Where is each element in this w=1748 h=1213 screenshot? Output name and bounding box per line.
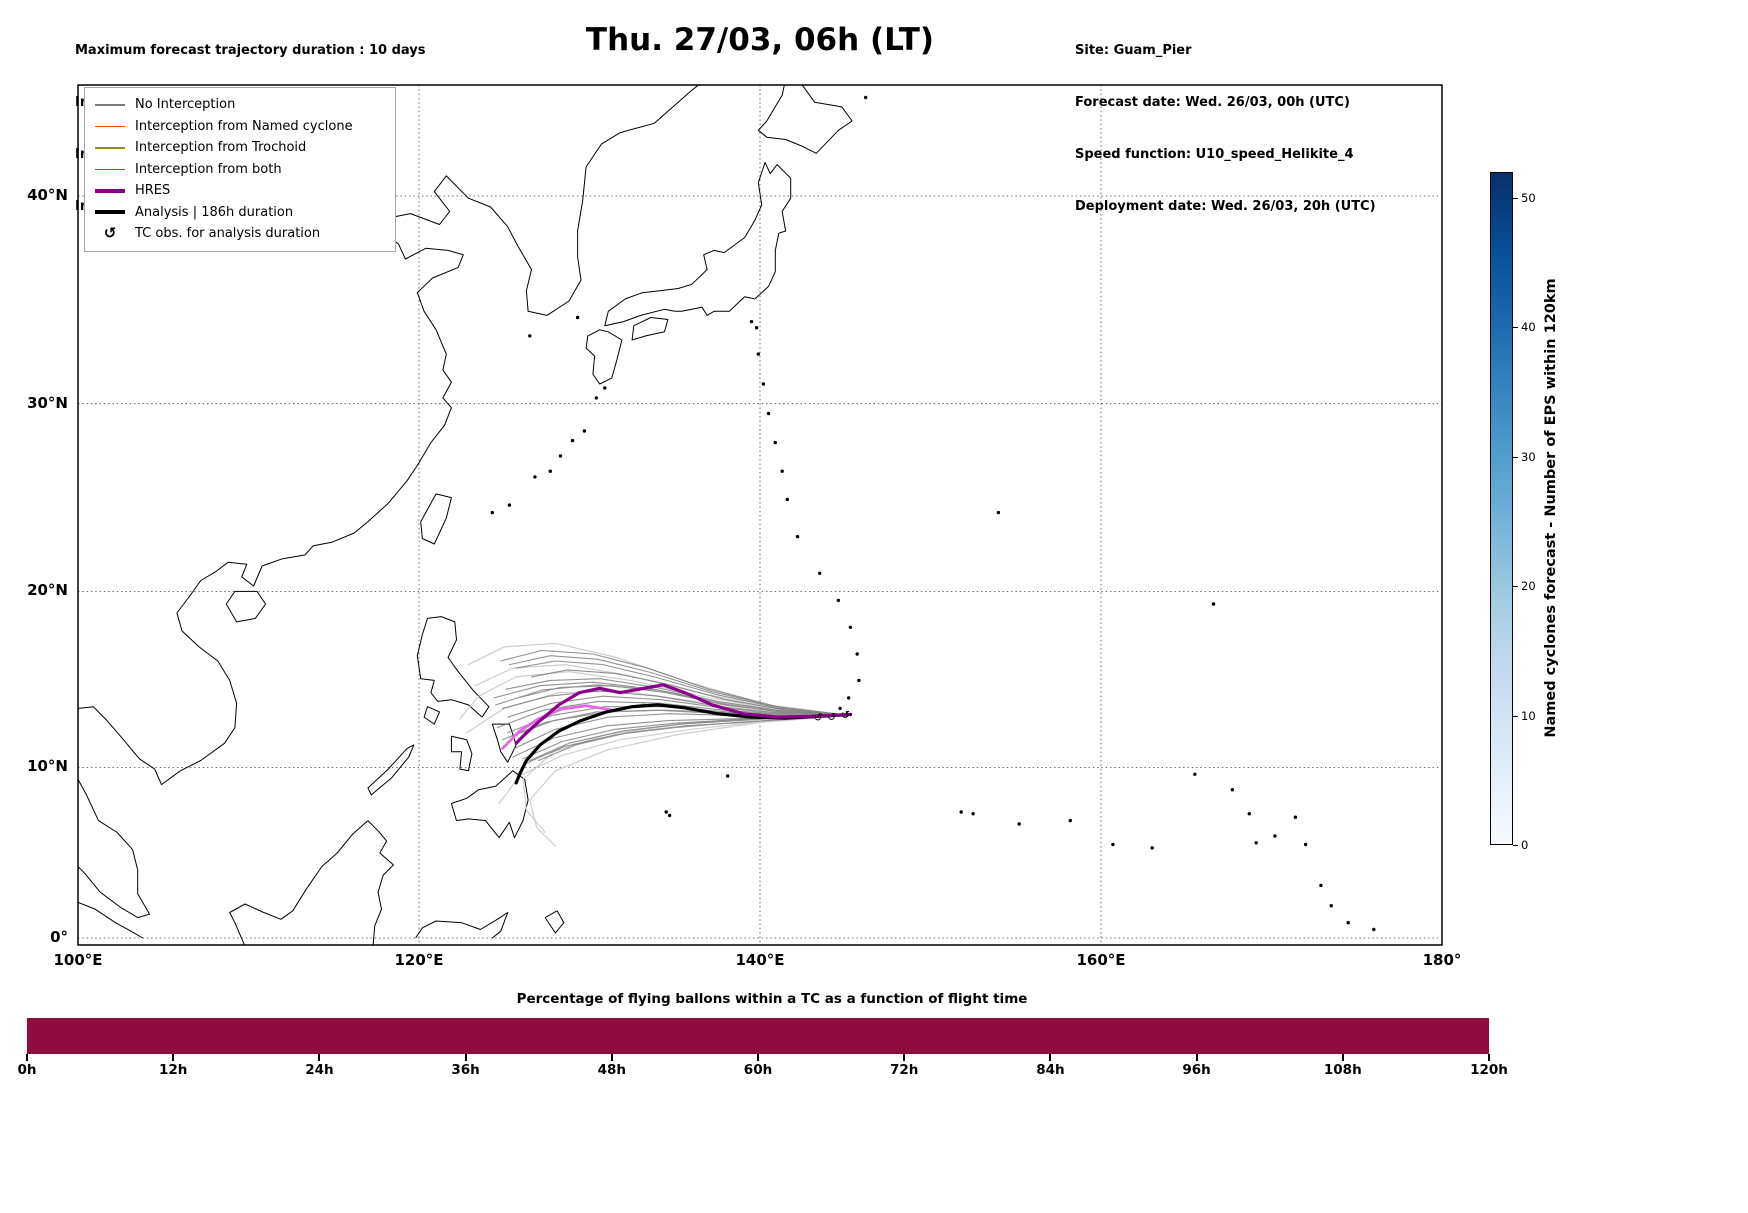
time-axis-tick-mark xyxy=(464,1054,467,1061)
svg-text:↺: ↺ xyxy=(827,710,836,723)
svg-text:↺: ↺ xyxy=(813,711,822,724)
colorbar-tick-20: 20 xyxy=(1521,579,1536,594)
lon-label-160e: 160°E xyxy=(1076,951,1126,969)
time-axis-tick-mark xyxy=(1049,1054,1052,1061)
bottom-chart-title: Percentage of flying ballons within a TC… xyxy=(516,991,1028,1007)
lon-label-100e: 100°E xyxy=(53,951,103,969)
time-axis-tick-mark xyxy=(610,1054,613,1061)
orange-line-swatch xyxy=(95,125,125,127)
series-hres xyxy=(514,683,851,745)
purple-line-swatch xyxy=(95,188,125,193)
time-tick-84h: 84h xyxy=(1036,1062,1065,1078)
time-tick-36h: 36h xyxy=(451,1062,480,1078)
legend-item-hres: HRES xyxy=(95,180,385,202)
time-axis-tick-mark xyxy=(26,1054,28,1061)
black-line-swatch xyxy=(95,210,125,215)
legend-item-tc-obs: ↺ TC obs. for analysis duration xyxy=(95,223,385,245)
legend-item-no-interception: No Interception xyxy=(95,94,385,116)
gray-line-swatch xyxy=(95,104,125,106)
time-axis-tick-mark xyxy=(757,1054,759,1061)
colorbar-tick-mark xyxy=(1513,845,1518,846)
time-tick-0h: 0h xyxy=(17,1062,37,1078)
coastlines xyxy=(78,85,853,945)
lat-label-30n: 30°N xyxy=(27,393,68,412)
tc-obs-icon: ↺ xyxy=(103,224,117,243)
lat-label-0: 0° xyxy=(50,928,68,946)
time-tick-96h: 96h xyxy=(1182,1062,1211,1078)
lon-label-140e: 140°E xyxy=(735,951,785,969)
colorbar-tick-mark xyxy=(1513,197,1518,199)
lon-label-180: 180° xyxy=(1422,951,1462,969)
time-tick-60h: 60h xyxy=(743,1062,773,1078)
eps-count-colorbar xyxy=(1490,172,1513,845)
graticule xyxy=(78,85,1442,945)
tc-obs-markers: ↺ ↺ ↺ xyxy=(813,709,850,725)
forecast-date-text: Forecast date: Wed. 26/03, 00h (UTC) xyxy=(1075,95,1350,111)
time-axis-tick-mark xyxy=(1195,1054,1198,1061)
lon-label-120e: 120°E xyxy=(394,951,444,969)
time-tick-12h: 12h xyxy=(158,1062,188,1078)
map-border xyxy=(77,84,1443,946)
legend-item-trochoid: Interception from Trochoid xyxy=(95,137,385,159)
colorbar-label: Named cyclones forecast - Number of EPS … xyxy=(1543,278,1559,738)
time-axis-tick-mark xyxy=(903,1054,906,1061)
time-tick-108h: 108h xyxy=(1323,1062,1362,1078)
colorbar-tick-0: 0 xyxy=(1521,838,1529,852)
colorbar-tick-40: 40 xyxy=(1521,320,1536,335)
deployment-date-text: Deployment date: Wed. 26/03, 20h (UTC) xyxy=(1075,199,1376,215)
time-axis-tick-mark xyxy=(172,1054,175,1061)
trajectories xyxy=(459,642,852,847)
legend-item-both: Interception from both xyxy=(95,159,385,181)
time-tick-120h: 120h xyxy=(1470,1062,1508,1078)
time-axis-tick-mark xyxy=(1341,1054,1344,1061)
time-axis-tick-mark xyxy=(1488,1054,1490,1061)
colorbar-tick-mark xyxy=(1513,327,1518,329)
tc-percentage-bar xyxy=(27,1018,1489,1054)
figure-title: Thu. 27/03, 06h (LT) xyxy=(585,22,935,58)
colorbar-tick-50: 50 xyxy=(1521,190,1536,205)
island-dots xyxy=(490,95,1376,932)
svg-text:↺: ↺ xyxy=(841,709,850,722)
colorbar-tick-10: 10 xyxy=(1521,708,1536,723)
time-axis-tick-mark xyxy=(318,1054,321,1061)
time-tick-24h: 24h xyxy=(305,1062,334,1078)
lat-label-40n: 40°N xyxy=(27,185,68,204)
max-duration-text: Maximum forecast trajectory duration : 1… xyxy=(75,42,426,58)
legend-item-analysis: Analysis | 186h duration xyxy=(95,202,385,224)
colorbar-tick-30: 30 xyxy=(1521,449,1536,464)
time-tick-72h: 72h xyxy=(889,1062,919,1078)
speed-function-text: Speed function: U10_speed_Helikite_4 xyxy=(1075,147,1354,163)
site-info: Site: Guam_Pier Forecast date: Wed. 26/0… xyxy=(1075,7,1376,233)
lat-label-20n: 20°N xyxy=(27,581,68,600)
legend-item-named-cyclone: Interception from Named cyclone xyxy=(95,116,385,138)
green-line-swatch xyxy=(95,168,125,170)
lat-label-10n: 10°N xyxy=(27,757,68,776)
time-tick-48h: 48h xyxy=(597,1062,626,1078)
map-legend: No Interception Interception from Named … xyxy=(84,87,396,252)
colorbar-tick-mark xyxy=(1513,586,1518,588)
colorbar-tick-mark xyxy=(1513,715,1518,717)
colorbar-tick-mark xyxy=(1513,456,1518,458)
site-text: Site: Guam_Pier xyxy=(1075,42,1192,58)
olive-line-swatch xyxy=(95,147,125,149)
